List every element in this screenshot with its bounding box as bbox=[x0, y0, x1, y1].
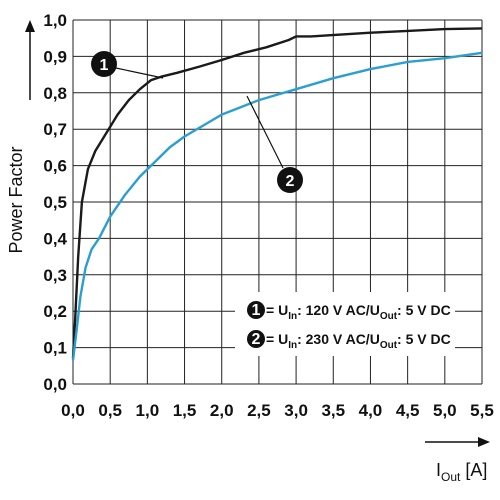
y-tick-label: 0,8 bbox=[43, 84, 67, 103]
x-axis-arrow-head bbox=[478, 437, 490, 447]
y-tick-label: 0,2 bbox=[43, 302, 67, 321]
legend-label-2: = UIn: 230 V AC/UOut: 5 V DC bbox=[266, 331, 451, 351]
y-tick-label: 0,1 bbox=[43, 339, 67, 358]
series-line-2 bbox=[71, 51, 483, 361]
curve-marker-2-leader bbox=[246, 95, 284, 169]
x-tick-label: 3,5 bbox=[321, 401, 345, 420]
y-tick-label: 0,4 bbox=[43, 229, 67, 248]
legend-marker-1-label: 1 bbox=[252, 302, 261, 319]
x-tick-label: 5,0 bbox=[433, 401, 457, 420]
y-tick-label: 0,3 bbox=[43, 266, 67, 285]
curve-marker-2-label: 2 bbox=[286, 173, 295, 190]
x-tick-label: 4,5 bbox=[396, 401, 420, 420]
legend-box bbox=[235, 292, 455, 356]
y-axis-title: Power Factor bbox=[6, 146, 26, 253]
x-tick-label: 0,0 bbox=[61, 401, 85, 420]
curve-marker-2: 2 bbox=[246, 95, 303, 193]
y-tick-label: 0,7 bbox=[43, 120, 67, 139]
x-tick-label: 2,5 bbox=[247, 401, 271, 420]
x-axis-title: IOut [A] bbox=[436, 460, 487, 484]
legend-marker-2-label: 2 bbox=[252, 331, 261, 348]
x-tick-label: 2,0 bbox=[210, 401, 234, 420]
curve-marker-1-badge bbox=[91, 51, 117, 77]
y-tick-label: 0,9 bbox=[43, 47, 67, 66]
x-tick-label: 1,0 bbox=[136, 401, 160, 420]
series-lines bbox=[71, 27, 483, 361]
legend-marker-1 bbox=[247, 301, 265, 319]
legend-label-1: = UIn: 120 V AC/UOut: 5 V DC bbox=[266, 302, 451, 322]
curve-marker-2-badge bbox=[277, 167, 303, 193]
x-tick-labels: 0,0 0,5 1,0 1,5 2,0 2,5 3,0 3,5 4,0 4,5 5,0 5,5 bbox=[61, 401, 494, 420]
x-axis-title-group: IOut [A] bbox=[425, 437, 490, 484]
x-tick-label: 4,0 bbox=[359, 401, 383, 420]
y-axis-arrow-head bbox=[25, 20, 35, 32]
curve-marker-1-leader bbox=[115, 67, 164, 79]
y-tick-labels: 0,0 0,1 0,2 0,3 0,4 0,5 0,6 0,7 0,8 0,9 1,0 bbox=[43, 11, 67, 394]
x-tick-label: 3,0 bbox=[284, 401, 308, 420]
y-tick-label: 1,0 bbox=[43, 11, 67, 30]
series-line-1 bbox=[71, 27, 483, 359]
legend-marker-2 bbox=[247, 330, 265, 348]
y-tick-label: 0,0 bbox=[43, 375, 67, 394]
legend-entry-2: 2 = UIn: 230 V AC/UOut: 5 V DC bbox=[247, 330, 451, 351]
legend-entry-1: 1 = UIn: 120 V AC/UOut: 5 V DC bbox=[247, 301, 451, 322]
x-tick-label: 5,5 bbox=[470, 401, 494, 420]
curve-marker-1-label: 1 bbox=[100, 57, 109, 74]
y-tick-label: 0,5 bbox=[43, 193, 67, 212]
x-tick-label: 0,5 bbox=[98, 401, 122, 420]
legend: 1 = UIn: 120 V AC/UOut: 5 V DC 2 = UIn: … bbox=[235, 292, 455, 356]
y-tick-label: 0,6 bbox=[43, 157, 67, 176]
y-axis-title-group: Power Factor bbox=[6, 20, 35, 254]
x-tick-label: 1,5 bbox=[173, 401, 197, 420]
curve-marker-1: 1 bbox=[91, 51, 164, 79]
